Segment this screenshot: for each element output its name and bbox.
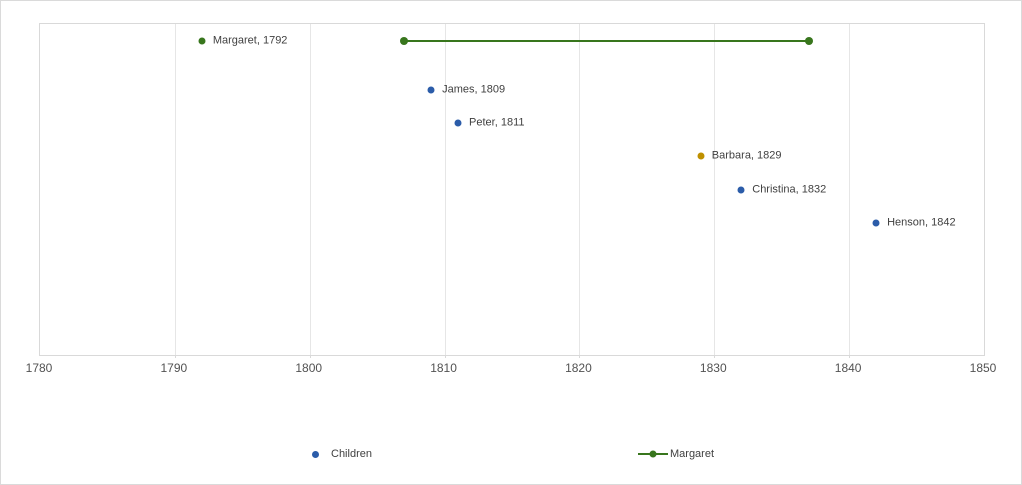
gridline-1800 (309, 24, 311, 355)
children-series-dot-icon (312, 450, 319, 458)
x-axis-label-1810: 1810 (430, 361, 457, 375)
x-axis-label-1820: 1820 (565, 361, 592, 375)
tick-mark-1810 (444, 355, 446, 358)
point-henson[interactable] (872, 219, 880, 227)
gridline-1820 (579, 24, 581, 355)
point-barbara[interactable] (697, 152, 705, 160)
gridline-1840 (849, 24, 851, 355)
margaret-line-end-1837[interactable] (804, 36, 813, 45)
point-label-james: James, 1809 (442, 83, 506, 96)
tick-mark-1790 (174, 355, 176, 358)
gridline-1810 (444, 24, 446, 355)
legend: Children Margaret (1, 445, 1021, 463)
margaret-line[interactable] (404, 39, 809, 42)
legend-label-children: Children (331, 448, 372, 460)
plot-area: Margaret, 1792 James, 1809 Peter, 1811 Barb… (39, 23, 985, 358)
point-christina[interactable] (737, 186, 745, 193)
point-label-henson: Henson, 1842 (887, 216, 956, 229)
point-label-barbara: Barbara, 1829 (711, 149, 782, 162)
tick-mark-1800 (309, 355, 311, 358)
legend-item-children[interactable]: Children (312, 445, 372, 463)
x-axis-label-1830: 1830 (699, 361, 727, 375)
point-label-margaret: Margaret, 1792 (212, 34, 288, 47)
x-axis-label-1800: 1800 (295, 361, 323, 375)
point-margaret[interactable] (198, 37, 206, 45)
x-axis-label-1840: 1840 (834, 361, 862, 375)
point-label-peter: Peter, 1811 (469, 116, 525, 129)
tick-mark-1830 (714, 355, 716, 358)
tick-mark-1820 (579, 355, 581, 358)
x-axis-label-1790: 1790 (160, 361, 188, 375)
legend-label-margaret: Margaret (670, 448, 715, 460)
margaret-series-dot-icon (649, 450, 657, 458)
tick-mark-1840 (849, 355, 851, 358)
x-axis-label-1780: 1780 (25, 361, 53, 375)
point-label-christina: Christina, 1832 (752, 183, 827, 195)
legend-item-margaret[interactable]: Margaret (638, 445, 714, 463)
margaret-series-line-icon (638, 450, 668, 458)
gridline-1790 (174, 24, 176, 355)
x-axis: 1780 1790 1800 1810 1820 1830 1840 1850 (26, 361, 997, 378)
margaret-line-end-1807[interactable] (400, 36, 409, 45)
gridline-1830 (714, 24, 716, 355)
x-axis-label-1850: 1850 (969, 361, 997, 375)
point-james[interactable] (427, 86, 435, 94)
point-peter[interactable] (454, 119, 462, 127)
